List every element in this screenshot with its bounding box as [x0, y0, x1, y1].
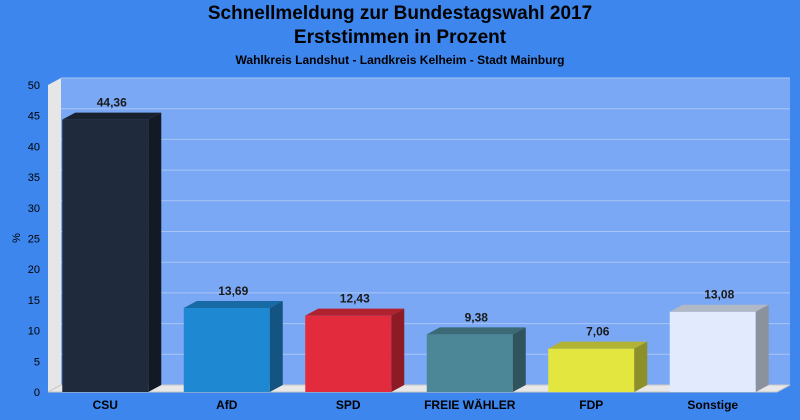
bar-side	[755, 304, 769, 392]
y-tick-label: 30	[28, 203, 40, 215]
chart-subtitle: Wahlkreis Landshut - Landkreis Kelheim -…	[235, 53, 565, 67]
data-label: 7,06	[586, 325, 610, 339]
x-tick-label: AfD	[216, 398, 238, 412]
bar-side	[391, 308, 405, 392]
bar-top	[305, 308, 405, 316]
y-tick-label: 20	[28, 264, 40, 276]
bar-top	[62, 112, 162, 120]
x-tick-label: Sonstige	[687, 398, 738, 412]
bar-side	[269, 300, 283, 392]
data-label: 9,38	[465, 310, 489, 324]
data-label: 12,43	[340, 292, 370, 306]
bar-top	[183, 300, 283, 308]
bar-side	[512, 327, 526, 392]
bar-top	[669, 304, 769, 312]
x-tick-label: SPD	[336, 398, 361, 412]
data-label: 44,36	[97, 96, 127, 110]
x-tick-label: CSU	[93, 398, 118, 412]
y-tick-label: 15	[28, 295, 40, 307]
bar-top	[426, 327, 526, 335]
bar	[548, 348, 635, 392]
data-label: 13,08	[704, 288, 734, 302]
y-tick-label: 10	[28, 326, 40, 338]
y-tick-label: 45	[28, 111, 40, 123]
y-tick-label: 5	[34, 356, 40, 368]
bar	[183, 307, 270, 392]
y-tick-label: 40	[28, 141, 40, 153]
y-tick-label: 35	[28, 172, 40, 184]
bar	[305, 315, 392, 392]
chart-title: Schnellmeldung zur Bundestagswahl 2017	[207, 3, 593, 24]
y-tick-label: 25	[28, 234, 40, 246]
x-tick-label: FREIE WÄHLER	[424, 397, 516, 412]
y-axis-label: %	[11, 233, 23, 243]
left-wall	[48, 78, 61, 392]
x-tick-label: FDP	[579, 398, 603, 412]
bar	[426, 334, 513, 392]
data-label: 13,69	[218, 284, 248, 298]
bar-top	[548, 341, 648, 349]
bar	[669, 311, 756, 392]
bar	[62, 119, 149, 392]
y-tick-label: 0	[34, 387, 40, 399]
bar-side	[634, 341, 648, 392]
chart-subtitle-line: Erststimmen in Prozent	[293, 27, 507, 48]
y-tick-label: 50	[28, 80, 40, 92]
bar-side	[148, 112, 162, 392]
